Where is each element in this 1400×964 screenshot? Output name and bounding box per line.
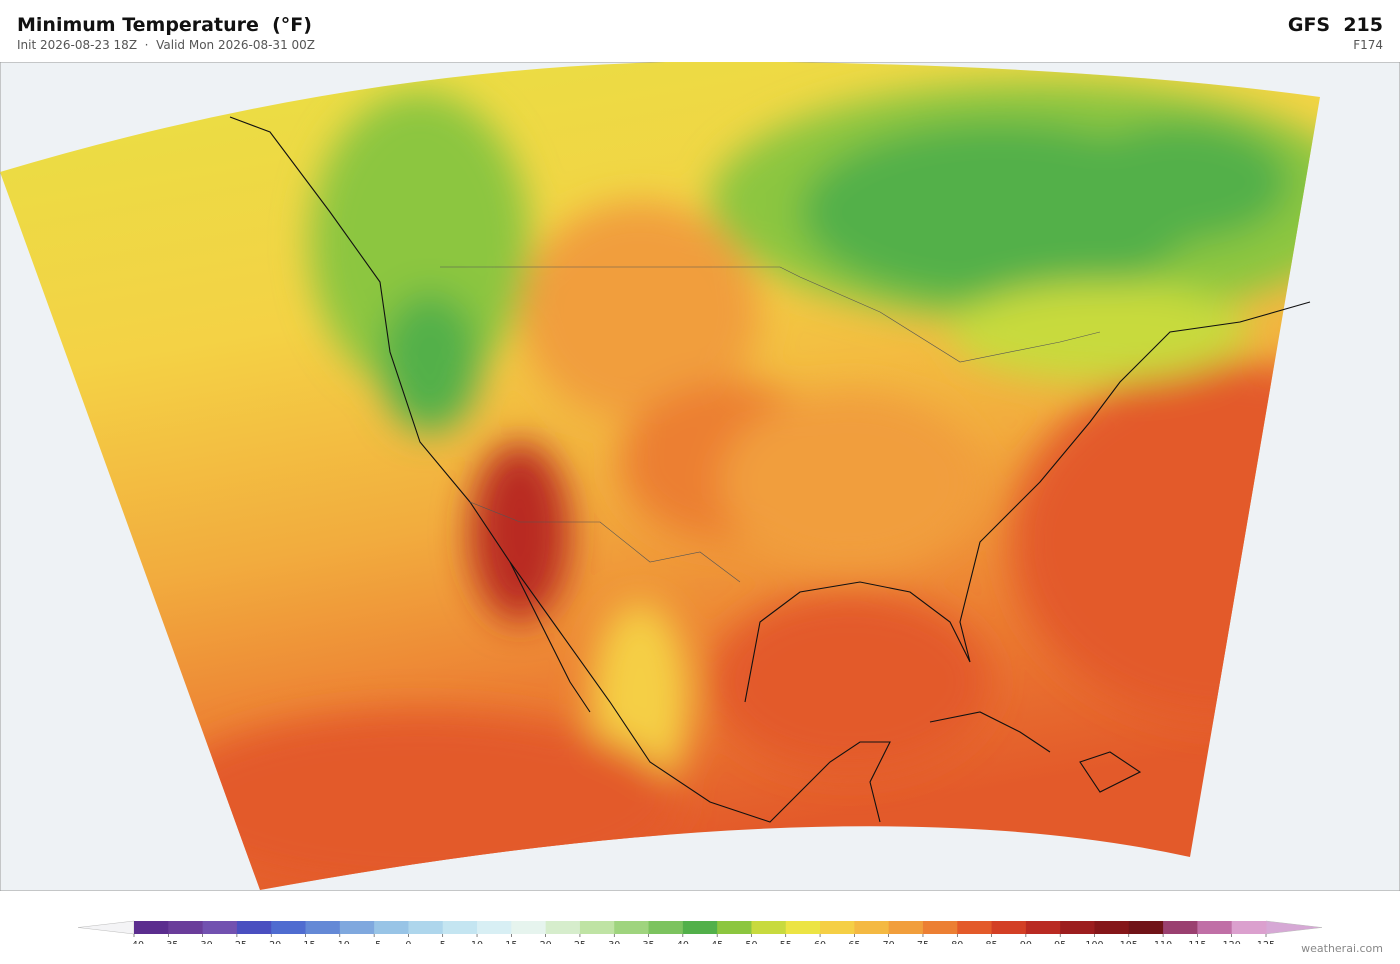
credit: weatherai.com	[1301, 942, 1383, 955]
map-subtitle: Init 2026-08-23 18Z · Valid Mon 2026-08-…	[17, 38, 316, 52]
colorbar: −40 −35 −30 −25 −20 −15 −10 −5 0 5 10 15 20 25 30 35 40 4…	[77, 920, 1323, 944]
colorbar-bin	[579, 921, 615, 934]
colorbar-tick-label: 100	[1085, 940, 1103, 944]
colorbar-bin	[1060, 921, 1095, 934]
colorbar-bin	[202, 921, 238, 934]
colorbar-bin	[339, 921, 375, 934]
colorbar-bin	[545, 921, 581, 934]
colorbar-bin	[1025, 921, 1061, 934]
colorbar-tick-label: 15	[505, 940, 517, 944]
colorbar-tick-label: 90	[1020, 940, 1032, 944]
colorbar-tick-label: 110	[1154, 940, 1172, 944]
colorbar-bin	[922, 921, 958, 934]
colorbar-bin	[442, 921, 478, 934]
colorbar-bin	[957, 921, 993, 934]
colorbar-tick-label: 50	[745, 940, 757, 944]
colorbar-tick-label: 80	[951, 940, 963, 944]
colorbar-tick-label: 0	[405, 940, 411, 944]
colorbar-tick-label: 75	[917, 940, 929, 944]
colorbar-tick-label: 95	[1054, 940, 1066, 944]
colorbar-bin	[374, 921, 409, 934]
colorbar-bin	[168, 921, 204, 934]
colorbar-bin	[717, 921, 752, 934]
colorbar-tick-label: −40	[124, 940, 144, 944]
colorbar-tick-label: 20	[540, 940, 552, 944]
colorbar-bin	[134, 921, 169, 934]
colorbar-tick-label: −5	[367, 940, 381, 944]
colorbar-bin	[408, 921, 444, 934]
colorbar-tick-label: 85	[986, 940, 998, 944]
colorbar-tick-label: 30	[608, 940, 620, 944]
colorbar-bin	[682, 921, 718, 934]
colorbar-bin	[820, 921, 855, 934]
colorbar-bin	[1197, 921, 1233, 934]
colorbar-tick-label: 105	[1120, 940, 1138, 944]
colorbar-bin	[648, 921, 684, 934]
colorbar-tick-label: 25	[574, 940, 586, 944]
map	[0, 62, 1400, 891]
colorbar-bin	[888, 921, 924, 934]
colorbar-bin	[854, 921, 890, 934]
colorbar-tick-label: 45	[711, 940, 723, 944]
colorbar-tick-label: 35	[642, 940, 654, 944]
colorbar-tick-label: 65	[848, 940, 860, 944]
colorbar-extension	[77, 920, 135, 935]
colorbar-tick-label: 55	[780, 940, 792, 944]
colorbar-tick-label: 70	[883, 940, 895, 944]
colorbar-tick-label: −30	[193, 940, 213, 944]
colorbar-tick-label: −35	[158, 940, 178, 944]
colorbar-bin	[751, 921, 787, 934]
borders	[440, 266, 1101, 583]
colorbar-bin	[305, 921, 341, 934]
colorbar-tick-label: 40	[677, 940, 689, 944]
temperature-field	[0, 62, 1320, 890]
colorbar-tick-label: 125	[1257, 940, 1275, 944]
colorbar-bin	[1094, 921, 1130, 934]
colorbar-bin	[477, 921, 512, 934]
colorbar-bin	[511, 921, 547, 934]
colorbar-bin	[785, 921, 821, 934]
colorbar-tick-label: 60	[814, 940, 826, 944]
colorbar-tick-label: 10	[471, 940, 483, 944]
coastlines	[229, 116, 1311, 823]
forecast-hour: F174	[1353, 38, 1383, 52]
colorbar-bin	[1163, 921, 1198, 934]
colorbar-bin	[991, 921, 1027, 934]
map-title: Minimum Temperature (°F)	[17, 14, 312, 36]
colorbar-bin	[1128, 921, 1164, 934]
colorbar-tick-label: 5	[440, 940, 446, 944]
colorbar-extension	[1265, 920, 1323, 935]
colorbar-bin	[1231, 921, 1267, 934]
colorbar-tick-label: −15	[295, 940, 315, 944]
colorbar-tick-label: −10	[330, 940, 350, 944]
colorbar-tick-label: −20	[261, 940, 281, 944]
colorbar-tick-label: −25	[227, 940, 247, 944]
model-name: GFS 215	[1287, 14, 1383, 36]
colorbar-bin	[236, 921, 272, 934]
colorbar-bin	[614, 921, 650, 934]
colorbar-bin	[271, 921, 307, 934]
colorbar-tick-label: 115	[1188, 940, 1206, 944]
colorbar-tick-label: 120	[1223, 940, 1241, 944]
